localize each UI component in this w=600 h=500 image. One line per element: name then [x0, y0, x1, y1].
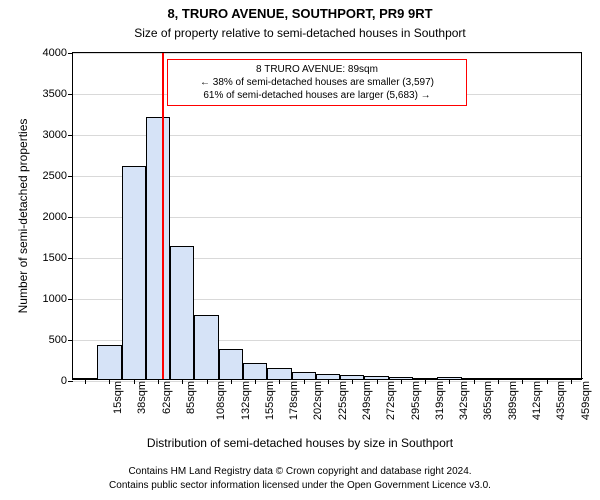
footer-line-1: Contains HM Land Registry data © Crown c…	[0, 466, 600, 477]
x-tick-mark	[401, 379, 402, 384]
histogram-bar	[97, 345, 121, 379]
x-tick-label: 272sqm	[385, 381, 397, 420]
x-tick-mark	[328, 379, 329, 384]
y-tick-label: 500	[49, 334, 73, 346]
histogram-bar	[146, 117, 170, 379]
x-tick-mark	[352, 379, 353, 384]
x-tick-mark	[474, 379, 475, 384]
y-tick-label: 0	[61, 375, 73, 387]
x-tick-mark	[279, 379, 280, 384]
x-tick-label: 342sqm	[458, 381, 470, 420]
x-tick-mark	[231, 379, 232, 384]
x-tick-mark	[109, 379, 110, 384]
x-tick-label: 295sqm	[410, 381, 422, 420]
x-tick-label: 15sqm	[112, 381, 124, 414]
histogram-bar	[243, 363, 267, 379]
x-tick-label: 365sqm	[483, 381, 495, 420]
x-tick-mark	[158, 379, 159, 384]
y-tick-label: 1000	[43, 293, 73, 305]
x-tick-label: 412sqm	[531, 381, 543, 420]
y-tick-label: 3500	[43, 88, 73, 100]
x-tick-mark	[498, 379, 499, 384]
grid-line	[73, 53, 581, 54]
plot-area: 8 TRURO AVENUE: 89sqm ← 38% of semi-deta…	[72, 52, 582, 380]
x-tick-mark	[255, 379, 256, 384]
x-tick-mark	[571, 379, 572, 384]
y-tick-label: 3000	[43, 129, 73, 141]
x-tick-mark	[85, 379, 86, 384]
y-tick-label: 2500	[43, 170, 73, 182]
annotation-box: 8 TRURO AVENUE: 89sqm ← 38% of semi-deta…	[167, 59, 467, 106]
figure: { "meta": { "title": "8, TRURO AVENUE, S…	[0, 0, 600, 500]
chart-title: 8, TRURO AVENUE, SOUTHPORT, PR9 9RT	[0, 6, 600, 21]
x-tick-mark	[425, 379, 426, 384]
x-tick-label: 249sqm	[361, 381, 373, 420]
x-tick-mark	[304, 379, 305, 384]
x-tick-label: 225sqm	[337, 381, 349, 420]
x-tick-label: 132sqm	[240, 381, 252, 420]
x-tick-mark	[522, 379, 523, 384]
histogram-bar	[194, 315, 218, 379]
x-tick-label: 38sqm	[136, 381, 148, 414]
x-tick-label: 62sqm	[161, 381, 173, 414]
x-tick-label: 319sqm	[434, 381, 446, 420]
x-tick-mark	[134, 379, 135, 384]
annotation-line-1: 8 TRURO AVENUE: 89sqm	[174, 63, 460, 76]
histogram-bar	[219, 349, 243, 379]
annotation-line-2: ← 38% of semi-detached houses are smalle…	[174, 76, 460, 89]
x-tick-label: 202sqm	[313, 381, 325, 420]
footer-line-2: Contains public sector information licen…	[0, 480, 600, 491]
grid-line	[73, 381, 581, 382]
y-axis-label: Number of semi-detached properties	[16, 52, 30, 380]
x-tick-mark	[207, 379, 208, 384]
x-tick-mark	[377, 379, 378, 384]
x-tick-label: 435sqm	[555, 381, 567, 420]
x-tick-mark	[449, 379, 450, 384]
x-tick-label: 178sqm	[288, 381, 300, 420]
x-tick-mark	[547, 379, 548, 384]
marker-line	[162, 53, 164, 379]
y-tick-label: 4000	[43, 47, 73, 59]
x-tick-label: 389sqm	[507, 381, 519, 420]
chart-subtitle: Size of property relative to semi-detach…	[0, 26, 600, 40]
x-tick-label: 85sqm	[185, 381, 197, 414]
x-axis-label: Distribution of semi-detached houses by …	[0, 436, 600, 450]
histogram-bar	[292, 372, 316, 379]
histogram-bar	[122, 166, 146, 379]
x-tick-mark	[182, 379, 183, 384]
y-tick-label: 2000	[43, 211, 73, 223]
annotation-line-3: 61% of semi-detached houses are larger (…	[174, 89, 460, 102]
x-tick-label: 459sqm	[580, 381, 592, 420]
x-tick-label: 155sqm	[264, 381, 276, 420]
y-tick-label: 1500	[43, 252, 73, 264]
x-tick-label: 108sqm	[215, 381, 227, 420]
histogram-bar	[267, 368, 291, 379]
histogram-bar	[170, 246, 194, 379]
